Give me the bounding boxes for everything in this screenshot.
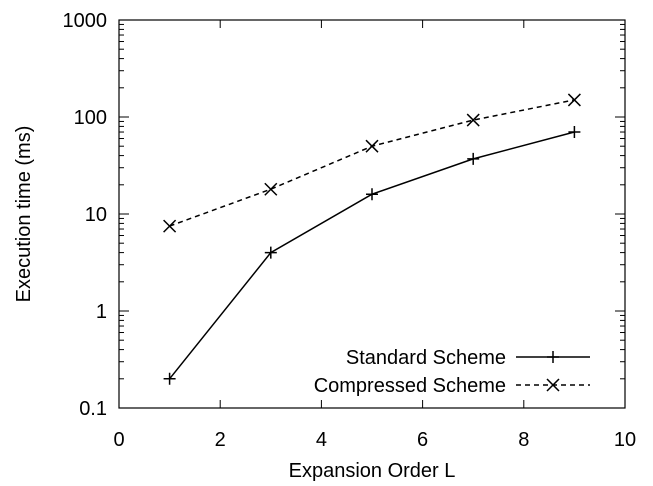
y-tick-label-2: 10 <box>85 204 107 226</box>
series-1-point-4 <box>567 93 581 107</box>
series-0-point-0 <box>163 372 176 385</box>
series-1-point-1 <box>264 182 278 196</box>
y-tick-label-4: 1000 <box>63 10 108 32</box>
legend-label-1: Compressed Scheme <box>314 375 506 397</box>
x-tick-label-1: 2 <box>215 429 226 451</box>
legend-marker-0 <box>547 351 559 363</box>
x-tick-label-2: 4 <box>316 429 327 451</box>
x-axis-label: Expansion Order L <box>289 460 456 482</box>
y-tick-label-3: 100 <box>74 107 107 129</box>
x-tick-label-3: 6 <box>417 429 428 451</box>
series-1-point-0 <box>163 219 177 233</box>
series-0-point-2 <box>366 188 378 201</box>
y-tick-label-1: 1 <box>96 301 107 323</box>
legend-marker-1 <box>546 378 560 392</box>
y-tick-label-0: 0.1 <box>79 398 107 420</box>
series-1-point-3 <box>466 113 480 127</box>
series-0-point-3 <box>467 152 480 165</box>
x-tick-label-4: 8 <box>518 429 529 451</box>
series-line-1 <box>169 99 575 227</box>
legend-label-0: Standard Scheme <box>346 347 506 369</box>
series-0-point-4 <box>568 126 581 139</box>
x-tick-label-5: 10 <box>614 429 636 451</box>
x-tick-label-0: 0 <box>113 429 124 451</box>
y-axis-label: Execution time (ms) <box>13 126 35 303</box>
series-0-point-1 <box>264 246 277 259</box>
series-line-0 <box>169 131 575 380</box>
series-1-point-2 <box>365 139 379 153</box>
